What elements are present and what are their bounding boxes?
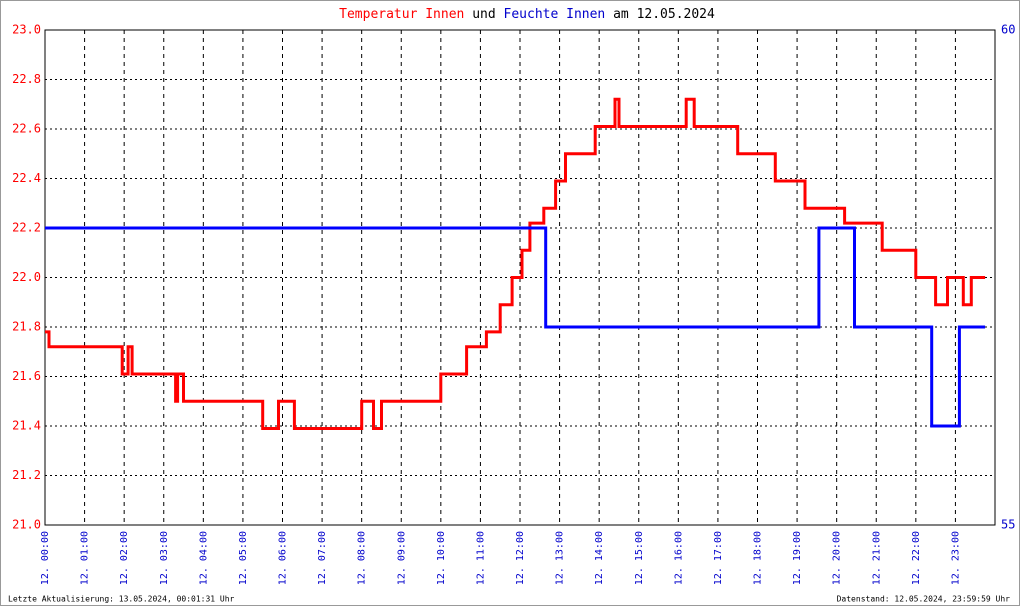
footer-right: Datenstand: 12.05.2024, 23:59:59 Uhr: [837, 595, 1011, 604]
x-tick-label: 12. 10:00: [436, 531, 447, 585]
title-part: Feuchte Innen: [504, 7, 606, 22]
x-tick-label: 12. 11:00: [475, 531, 486, 585]
x-tick-label: 12. 04:00: [198, 531, 209, 585]
y-tick-label: 21.0: [12, 518, 41, 532]
x-tick-label: 12. 09:00: [396, 531, 407, 585]
footer-left: Letzte Aktualisierung: 13.05.2024, 00:01…: [8, 595, 235, 604]
x-tick-label: 12. 22:00: [911, 531, 922, 585]
y-tick-label: 22.4: [12, 171, 41, 185]
y-tick-label: 21.6: [12, 369, 41, 383]
x-tick-label: 12. 19:00: [792, 531, 803, 585]
chart-title: Temperatur Innen und Feuchte Innen am 12…: [339, 7, 715, 22]
x-tick-label: 12. 01:00: [80, 531, 91, 585]
y-tick-label: 21.8: [12, 320, 41, 334]
x-tick-label: 12. 05:00: [238, 531, 249, 585]
x-tick-label: 12. 00:00: [40, 531, 51, 585]
x-tick-label: 12. 20:00: [832, 531, 843, 585]
x-tick-label: 12. 23:00: [950, 531, 961, 585]
y-tick-label: 22.6: [12, 122, 41, 136]
x-tick-label: 12. 12:00: [515, 531, 526, 585]
y-tick-label: 22.0: [12, 270, 41, 284]
y-tick-label: 22.8: [12, 72, 41, 86]
x-tick-label: 12. 07:00: [317, 531, 328, 585]
title-part: Temperatur Innen: [339, 7, 464, 22]
x-tick-label: 12. 16:00: [673, 531, 684, 585]
y-tick-label: 21.2: [12, 468, 41, 482]
y-tick-label: 21.4: [12, 419, 41, 433]
x-tick-label: 12. 03:00: [159, 531, 170, 585]
y2-tick-label: 60: [1001, 23, 1015, 37]
y-tick-label: 23.0: [12, 23, 41, 37]
data-line: [45, 226, 986, 428]
x-tick-label: 12. 13:00: [555, 531, 566, 585]
x-tick-label: 12. 08:00: [357, 531, 368, 585]
x-tick-label: 12. 18:00: [753, 531, 764, 585]
title-part: und: [472, 7, 495, 22]
x-tick-label: 12. 15:00: [634, 531, 645, 585]
title-part: am 12.05.2024: [613, 7, 715, 22]
x-tick-label: 12. 14:00: [594, 531, 605, 585]
y-tick-label: 22.2: [12, 221, 41, 235]
x-tick-label: 12. 17:00: [713, 531, 724, 585]
x-tick-label: 12. 06:00: [278, 531, 289, 585]
y2-tick-label: 55: [1001, 518, 1015, 532]
x-tick-label: 12. 02:00: [119, 531, 130, 585]
x-tick-label: 12. 21:00: [871, 531, 882, 585]
data-line: [45, 97, 986, 430]
plot-border: [44, 29, 996, 526]
